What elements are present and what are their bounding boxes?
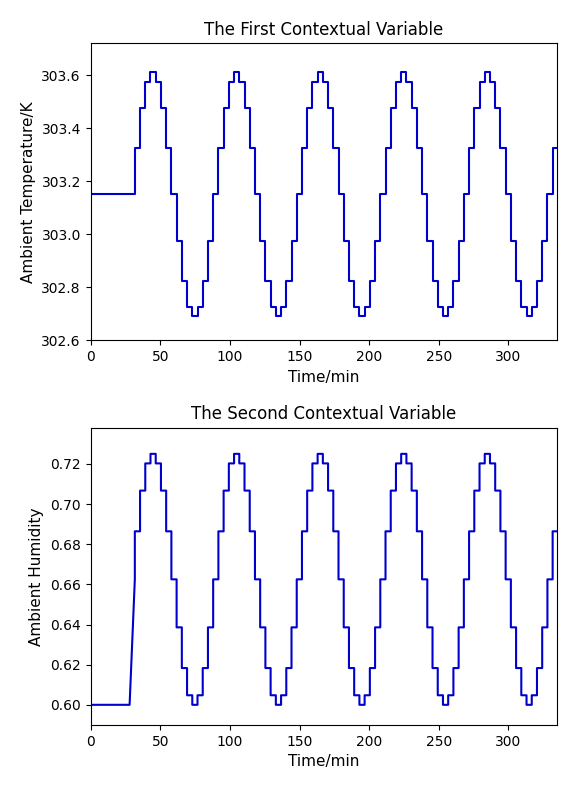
- Title: The Second Contextual Variable: The Second Contextual Variable: [191, 405, 457, 423]
- X-axis label: Time/min: Time/min: [288, 754, 360, 769]
- Y-axis label: Ambient Temperature/K: Ambient Temperature/K: [21, 101, 36, 283]
- Y-axis label: Ambient Humidity: Ambient Humidity: [29, 507, 45, 645]
- X-axis label: Time/min: Time/min: [288, 370, 360, 385]
- Title: The First Contextual Variable: The First Contextual Variable: [204, 21, 443, 39]
